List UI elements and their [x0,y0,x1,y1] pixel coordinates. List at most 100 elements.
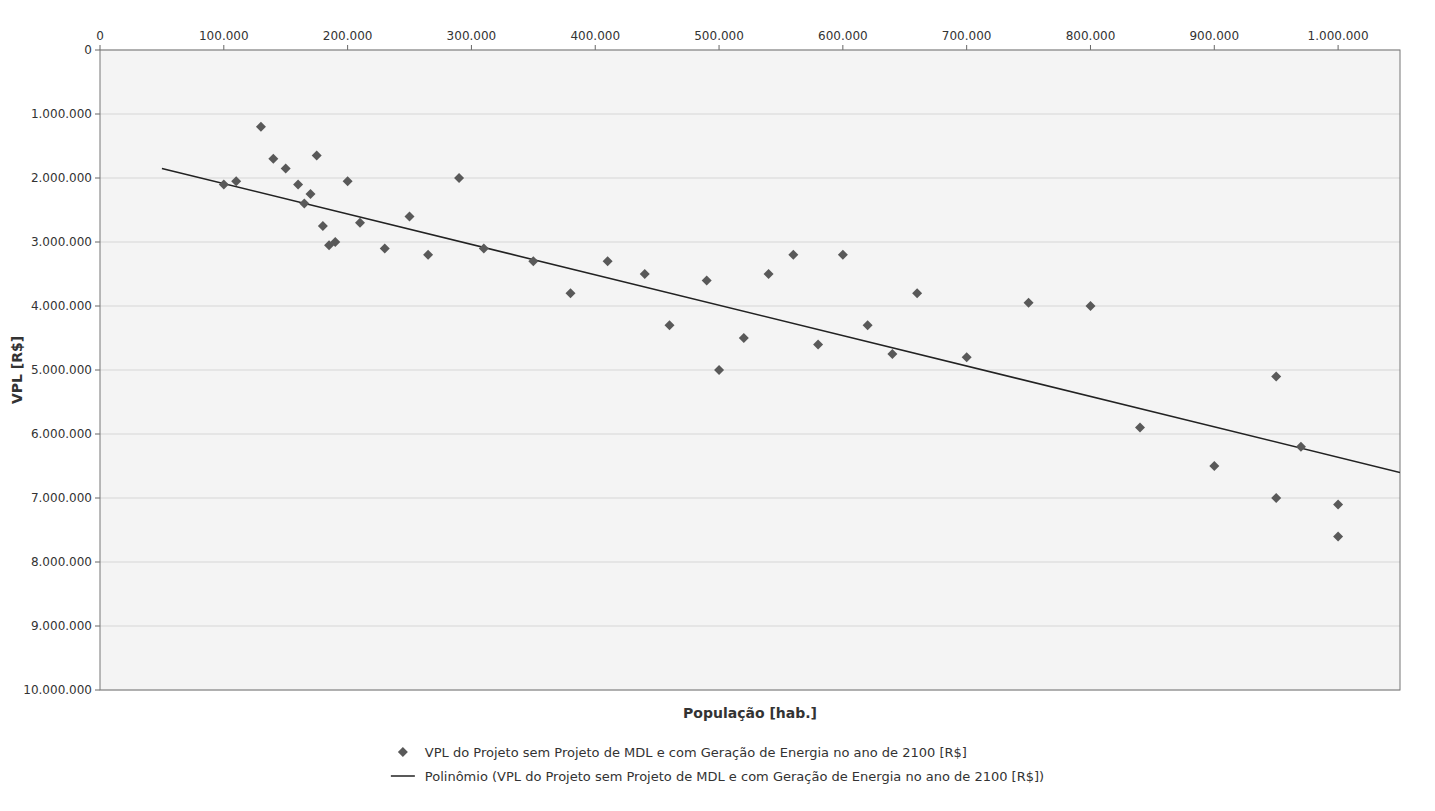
x-tick [1090,45,1091,50]
y-tick-label: 3.000.000 [31,235,92,249]
scatter-point [665,320,675,330]
y-tick [95,50,100,51]
scatter-point [640,269,650,279]
scatter-point [1333,531,1343,541]
y-tick-label: 2.000.000 [31,171,92,185]
x-tick [471,45,472,50]
scatter-point [1333,499,1343,509]
y-tick [95,498,100,499]
y-tick-label: 6.000.000 [31,427,92,441]
scatter-point [1296,442,1306,452]
grid-line [100,626,1400,627]
scatter-point [1024,298,1034,308]
y-tick [95,306,100,307]
x-tick-label: 900.000 [1189,29,1239,43]
grid-line [100,498,1400,499]
scatter-point [528,256,538,266]
scatter-point [863,320,873,330]
scatter-point [764,269,774,279]
scatter-point [838,250,848,260]
y-tick [95,370,100,371]
scatter-point [739,333,749,343]
scatter-point [887,349,897,359]
y-tick [95,690,100,691]
scatter-point [603,256,613,266]
scatter-point [219,179,229,189]
grid-line [100,434,1400,435]
grid-line [100,370,1400,371]
scatter-point [962,352,972,362]
y-tick [95,242,100,243]
y-tick [95,626,100,627]
scatter-point [355,218,365,228]
x-tick [100,45,101,50]
scatter-point [813,339,823,349]
trendline [162,168,1400,472]
x-tick-label: 700.000 [942,29,992,43]
plot-frame [100,50,1400,690]
scatter-point [912,288,922,298]
scatter-point [1271,371,1281,381]
scatter-point [479,243,489,253]
x-tick-label: 1.000.000 [1308,29,1369,43]
scatter-point [454,173,464,183]
scatter-point [256,122,266,132]
y-tick-label: 1.000.000 [31,107,92,121]
scatter-point [1085,301,1095,311]
scatter-point [1271,493,1281,503]
x-tick-label: 600.000 [818,29,868,43]
grid-line [100,114,1400,115]
x-tick [842,45,843,50]
x-tick [1338,45,1339,50]
scatter-point [565,288,575,298]
legend-swatch [391,775,415,777]
x-tick-label: 400.000 [570,29,620,43]
legend: VPL do Projeto sem Projeto de MDL e com … [391,745,1044,784]
grid-line [100,178,1400,179]
scatter-point [268,154,278,164]
x-tick-label: 200.000 [323,29,373,43]
scatter-point [1135,423,1145,433]
scatter-point [714,365,724,375]
y-tick-label: 8.000.000 [31,555,92,569]
data [162,122,1400,542]
x-tick-label: 800.000 [1066,29,1116,43]
legend-swatch [398,747,408,757]
scatter-point [1209,461,1219,471]
y-tick [95,178,100,179]
y-tick-label: 5.000.000 [31,363,92,377]
y-tick-label: 9.000.000 [31,619,92,633]
x-tick [719,45,720,50]
scatter-point [318,221,328,231]
x-tick [966,45,967,50]
grid [100,50,1400,690]
scatter-point [299,199,309,209]
scatter-point [330,237,340,247]
y-axis-label: VPL [R$] [9,336,25,404]
x-tick-label: 100.000 [199,29,249,43]
scatter-point [788,250,798,260]
y-tick [95,562,100,563]
x-tick [595,45,596,50]
y-tick-label: 10.000.000 [23,683,92,697]
plot-background [100,50,1400,690]
scatter-point [423,250,433,260]
scatter-point [293,179,303,189]
scatter-point [312,151,322,161]
y-tick-label: 7.000.000 [31,491,92,505]
scatter-point [343,176,353,186]
x-axis-label: População [hab.] [683,705,817,721]
x-tick [223,45,224,50]
scatter-point [305,189,315,199]
x-tick-label: 300.000 [447,29,497,43]
scatter-point [702,275,712,285]
scatter-point [231,176,241,186]
y-tick-label: 0 [84,43,92,57]
legend-label: Polinômio (VPL do Projeto sem Projeto de… [425,769,1044,784]
y-tick [95,114,100,115]
y-tick [95,434,100,435]
scatter-point [281,163,291,173]
scatter-point [380,243,390,253]
y-tick-label: 4.000.000 [31,299,92,313]
x-tick [1214,45,1215,50]
